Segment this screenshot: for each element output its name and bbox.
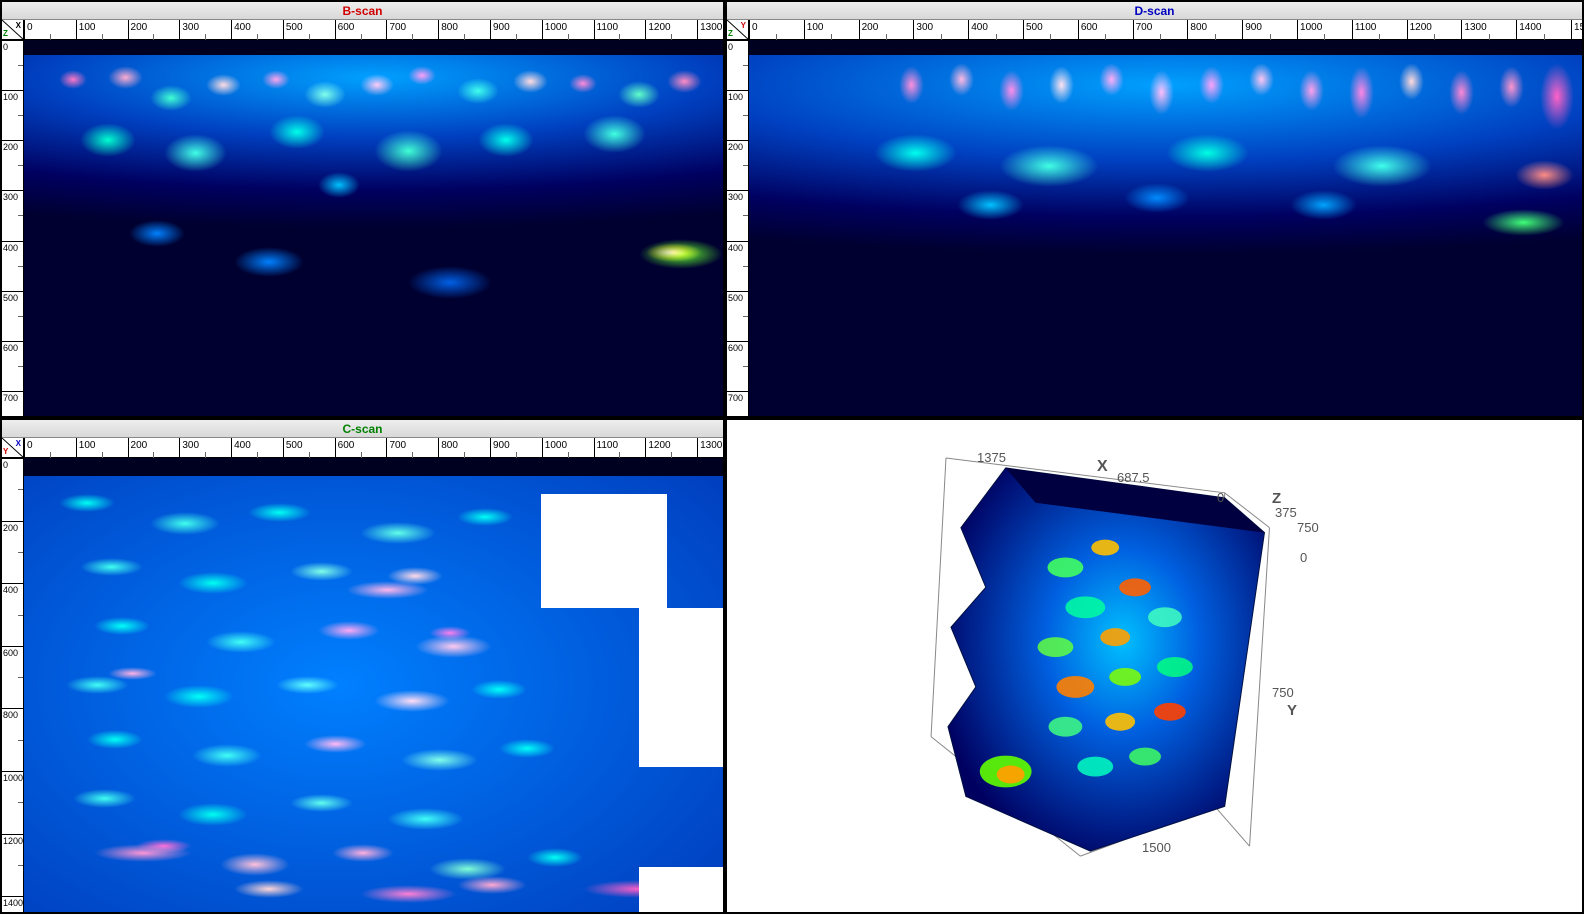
corner-x-label: Y	[741, 21, 746, 30]
corner-y-label: Z	[3, 29, 8, 38]
canvas-d-scan[interactable]	[749, 40, 1582, 416]
corner-x-label: X	[16, 439, 21, 448]
y-ruler-c: 0200400600800100012001400	[2, 458, 24, 912]
vol-tick-375: 375	[1275, 505, 1297, 520]
panel-volume[interactable]: Volume	[725, 418, 1584, 914]
axis-corner-b: X Z	[2, 20, 24, 40]
x-ruler-b: 0100200300400500600700800900100011001200…	[24, 20, 723, 40]
canvas-volume[interactable]: 1375 X 687.5 0 Z 375 750 0 750 Y 1500	[727, 420, 1582, 912]
y-ruler-b: 0100200300400500600700	[2, 40, 24, 416]
corner-x-label: X	[16, 21, 21, 30]
title-d-scan: D-scan	[727, 2, 1582, 20]
x-ruler-c: 0100200300400500600700800900100011001200…	[24, 438, 723, 458]
scan-viewer-grid: B-scan X Z 01002003004005006007008009001…	[0, 0, 1584, 914]
vol-axis-y: Y	[1287, 702, 1297, 719]
canvas-b-scan[interactable]	[24, 40, 723, 416]
volume-3d-render[interactable]	[727, 420, 1582, 912]
vol-tick-0b: 0	[1300, 550, 1307, 565]
plot-d-scan[interactable]: Y Z 010020030040050060070080090010001100…	[727, 20, 1582, 416]
title-b-scan: B-scan	[2, 2, 723, 20]
plot-c-scan[interactable]: X Y 010020030040050060070080090010001100…	[2, 438, 723, 912]
plot-b-scan[interactable]: X Z 010020030040050060070080090010001100…	[2, 20, 723, 416]
vol-tick-1500: 1500	[1142, 840, 1171, 855]
axis-corner-d: Y Z	[727, 20, 749, 40]
vol-tick-687: 687.5	[1117, 470, 1150, 485]
vol-axis-x: X	[1097, 458, 1108, 476]
y-ruler-d: 0100200300400500600700	[727, 40, 749, 416]
vol-tick-1375: 1375	[977, 450, 1006, 465]
panel-d-scan[interactable]: D-scan Y Z 01002003004005006007008009001…	[725, 0, 1584, 418]
corner-y-label: Z	[728, 29, 733, 38]
canvas-c-scan[interactable]	[24, 458, 723, 912]
vol-tick-0a: 0	[1217, 490, 1224, 505]
x-ruler-d: 0100200300400500600700800900100011001200…	[749, 20, 1582, 40]
vol-tick-750b: 750	[1272, 685, 1294, 700]
panel-c-scan[interactable]: C-scan X Y 01002003004005006007008009001…	[0, 418, 725, 914]
title-c-scan: C-scan	[2, 420, 723, 438]
corner-y-label: Y	[3, 447, 8, 456]
vol-tick-750a: 750	[1297, 520, 1319, 535]
panel-b-scan[interactable]: B-scan X Z 01002003004005006007008009001…	[0, 0, 725, 418]
axis-corner-c: X Y	[2, 438, 24, 458]
